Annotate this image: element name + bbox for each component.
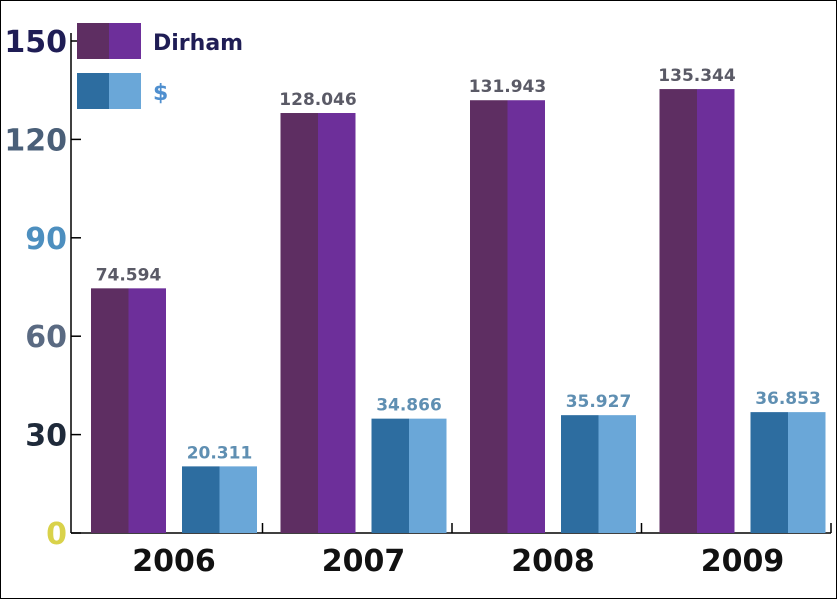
bar-usd-2007-highlight <box>409 418 447 533</box>
legend: Dirham $ <box>77 23 243 109</box>
y-axis-ticks: 0 30 60 90 120 150 <box>4 25 81 552</box>
legend-swatch-highlight <box>109 23 141 59</box>
data-label: 35.927 <box>566 392 632 412</box>
y-tick-label: 150 <box>4 25 67 60</box>
bar-usd-2009-highlight <box>788 412 826 533</box>
bar-usd-2008 <box>561 415 599 533</box>
data-labels: 74.594 20.311 128.046 34.866 131.943 35.927 13… <box>96 66 821 463</box>
bars <box>91 89 826 533</box>
x-axis-ticks: 2006 2007 2008 2009 <box>132 523 832 579</box>
legend-swatch <box>77 23 109 59</box>
bar-dirham-2009 <box>659 89 697 533</box>
bar-usd-2006 <box>182 466 220 533</box>
legend-swatch <box>77 73 109 109</box>
bar-usd-2007 <box>371 418 409 533</box>
x-tick-label: 2006 <box>132 544 216 579</box>
bar-dirham-2007-highlight <box>318 113 356 533</box>
legend-label: $ <box>153 81 168 106</box>
data-label: 74.594 <box>96 265 162 285</box>
bar-usd-2009 <box>750 412 788 533</box>
legend-swatch-highlight <box>109 73 141 109</box>
bar-usd-2006-highlight <box>219 466 257 533</box>
legend-label: Dirham <box>153 31 243 56</box>
y-tick-label: 0 <box>46 517 67 552</box>
x-tick-label: 2009 <box>701 544 785 579</box>
y-tick-label: 60 <box>25 320 67 355</box>
data-label: 128.046 <box>279 90 356 110</box>
data-label: 36.853 <box>755 389 821 409</box>
data-label: 131.943 <box>469 77 546 97</box>
y-tick-label: 30 <box>25 419 67 454</box>
bar-dirham-2006-highlight <box>128 288 166 533</box>
bar-dirham-2008 <box>470 100 508 533</box>
data-label: 135.344 <box>658 66 736 86</box>
bar-dirham-2006 <box>91 288 129 533</box>
data-label: 20.311 <box>187 443 253 463</box>
bar-dirham-2007 <box>280 113 318 533</box>
bar-dirham-2009-highlight <box>697 89 735 533</box>
x-tick-label: 2008 <box>511 544 595 579</box>
data-label: 34.866 <box>376 396 442 416</box>
y-tick-label: 90 <box>25 222 67 257</box>
y-tick-label: 120 <box>4 123 67 158</box>
bar-usd-2008-highlight <box>598 415 636 533</box>
x-tick-label: 2007 <box>322 544 406 579</box>
bar-dirham-2008-highlight <box>507 100 545 533</box>
